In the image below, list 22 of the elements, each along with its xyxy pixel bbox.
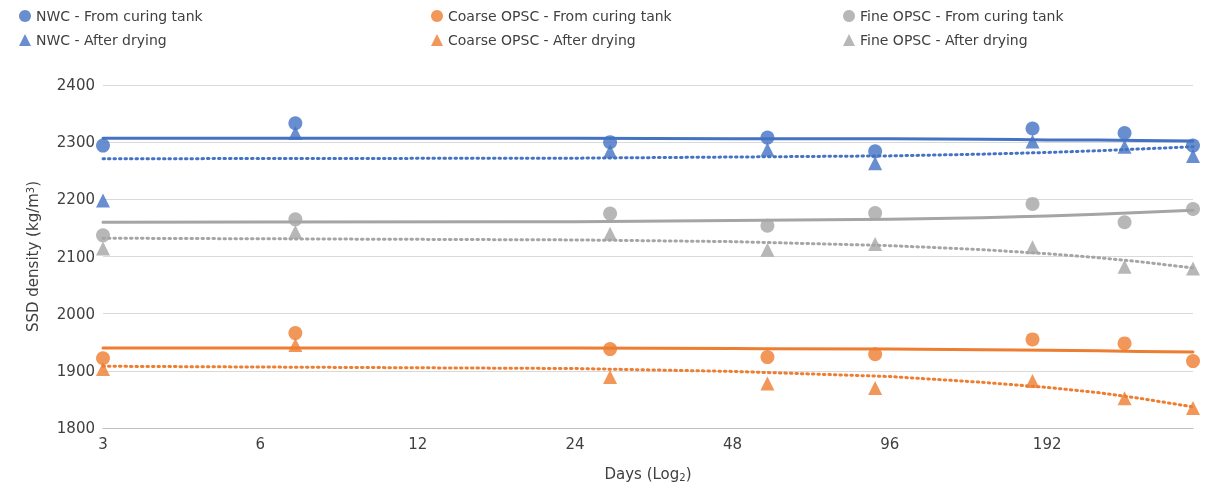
x-tick-label: 96 bbox=[880, 434, 900, 453]
legend-label: Coarse OPSC - From curing tank bbox=[448, 8, 673, 24]
legend-label: Fine OPSC - After drying bbox=[860, 32, 1028, 48]
y-tick-label: 2000 bbox=[56, 304, 95, 323]
x-tick-label: 24 bbox=[565, 434, 585, 453]
x-tick-label: 48 bbox=[722, 434, 742, 453]
legend-label: Coarse OPSC - After drying bbox=[448, 32, 636, 48]
y-axis-title: SSD density (kg/m3) bbox=[24, 180, 42, 333]
y-tick-label: 2100 bbox=[56, 247, 95, 266]
legend-label: NWC - From curing tank bbox=[36, 8, 204, 24]
x-tick-label: 12 bbox=[408, 434, 428, 453]
y-tick-label: 2200 bbox=[56, 190, 95, 209]
x-tick-label: 3 bbox=[98, 434, 108, 453]
y-tick-label: 1800 bbox=[56, 419, 95, 437]
y-tick-label: 1900 bbox=[56, 361, 95, 380]
y-tick-label: 2400 bbox=[56, 76, 95, 94]
legend-label: NWC - After drying bbox=[36, 32, 167, 48]
y-tick-label: 2300 bbox=[56, 133, 95, 152]
x-axis-title: Days (Log2) bbox=[604, 465, 692, 483]
legend-label: Fine OPSC - From curing tank bbox=[860, 8, 1065, 24]
x-tick-label: 6 bbox=[255, 434, 266, 453]
x-tick-label: 192 bbox=[1032, 434, 1062, 453]
